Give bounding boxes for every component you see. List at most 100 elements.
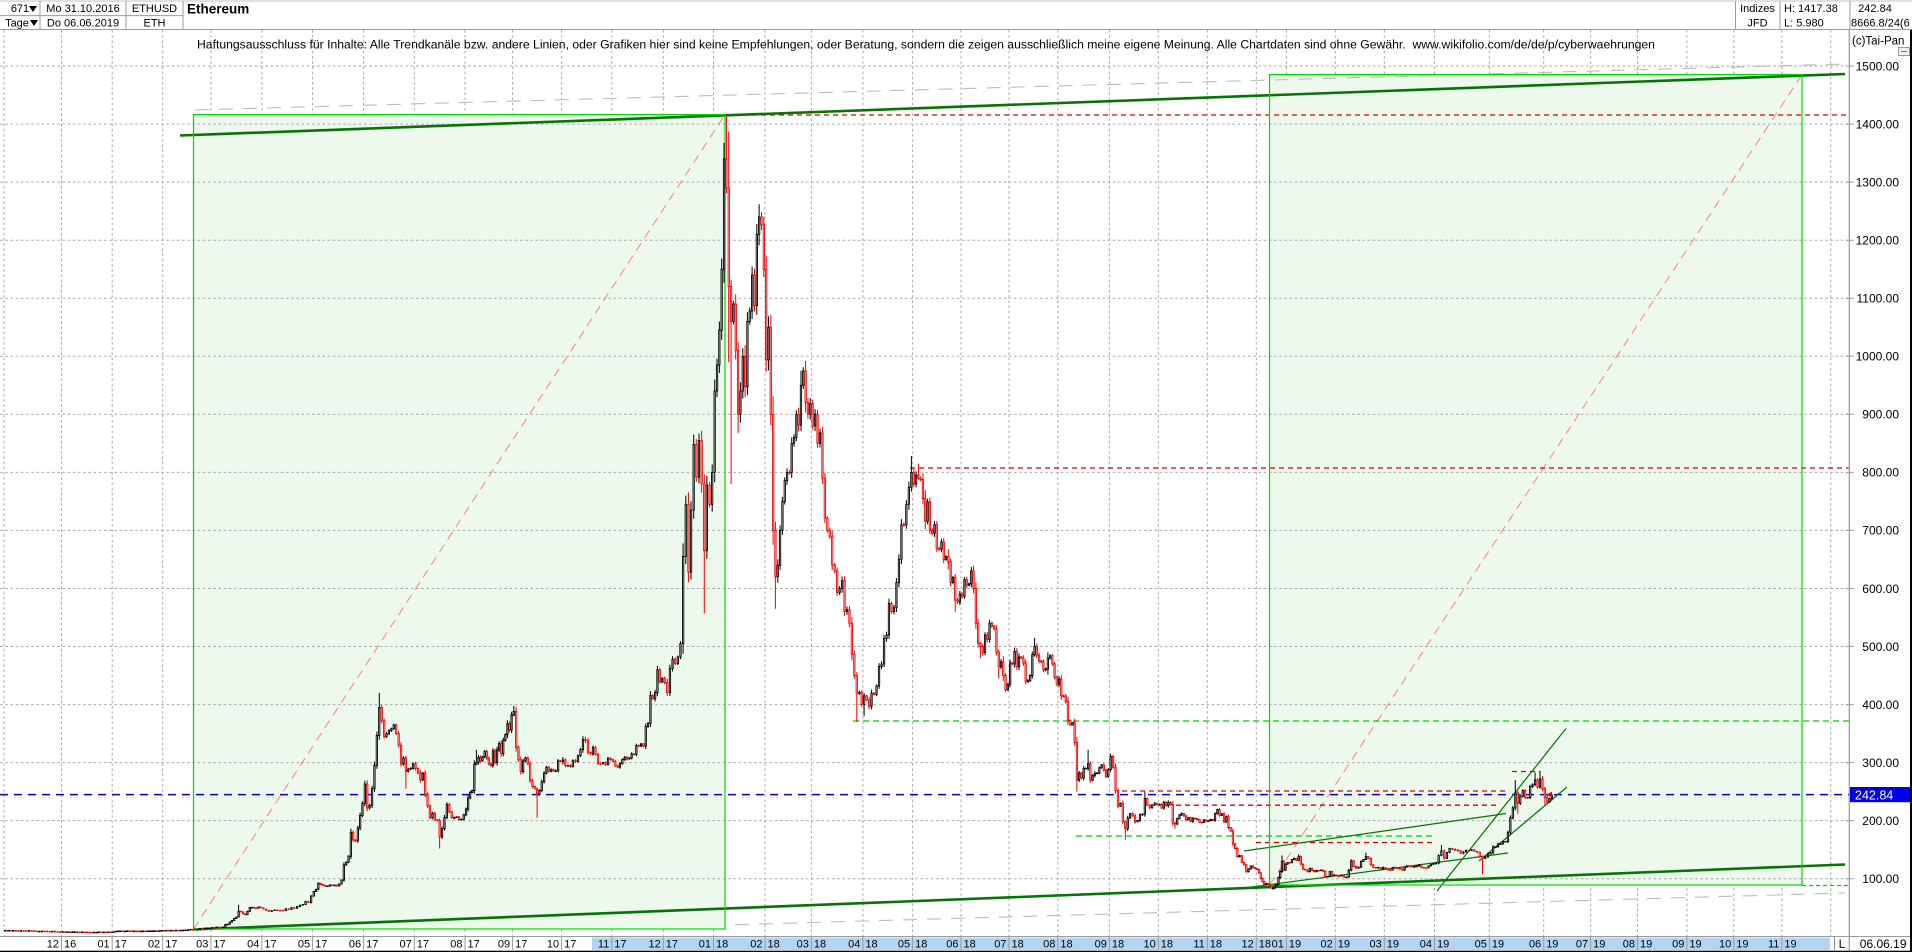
- svg-text:700.00: 700.00: [1862, 524, 1899, 538]
- svg-text:10: 10: [547, 939, 559, 951]
- svg-text:17: 17: [417, 939, 429, 951]
- svg-text:Mo 31.10.2016: Mo 31.10.2016: [46, 3, 119, 15]
- svg-text:06: 06: [946, 939, 958, 951]
- svg-text:02: 02: [1321, 939, 1333, 951]
- svg-text:500.00: 500.00: [1862, 640, 1899, 654]
- svg-text:02: 02: [148, 939, 160, 951]
- svg-text:06.06.19: 06.06.19: [1860, 937, 1907, 951]
- svg-text:17: 17: [468, 939, 480, 951]
- svg-text:19: 19: [1437, 939, 1449, 951]
- svg-text:18: 18: [1161, 939, 1173, 951]
- svg-text:100.00: 100.00: [1862, 872, 1899, 886]
- svg-text:1400.00: 1400.00: [1856, 117, 1900, 131]
- svg-text:06: 06: [349, 939, 361, 951]
- svg-text:671: 671: [11, 3, 29, 15]
- svg-text:05: 05: [298, 939, 310, 951]
- svg-text:06: 06: [1529, 939, 1541, 951]
- svg-text:H: 1417.38: H: 1417.38: [1784, 3, 1838, 15]
- svg-text:19: 19: [1546, 939, 1558, 951]
- svg-text:08: 08: [450, 939, 462, 951]
- svg-text:19: 19: [1689, 939, 1701, 951]
- svg-text:18: 18: [1012, 939, 1024, 951]
- svg-text:19: 19: [1289, 939, 1301, 951]
- svg-text:04: 04: [848, 939, 860, 951]
- svg-text:17: 17: [213, 939, 225, 951]
- svg-text:800.00: 800.00: [1862, 466, 1899, 480]
- svg-text:19: 19: [1736, 939, 1748, 951]
- svg-text:11: 11: [1193, 939, 1204, 951]
- svg-text:1000.00: 1000.00: [1856, 350, 1900, 364]
- svg-text:17: 17: [666, 939, 678, 951]
- svg-text:L: 5.980: L: 5.980: [1784, 18, 1824, 30]
- svg-text:17: 17: [315, 939, 327, 951]
- svg-text:07: 07: [400, 939, 412, 951]
- svg-text:1100.00: 1100.00: [1857, 292, 1900, 306]
- svg-text:02: 02: [750, 939, 762, 951]
- svg-text:1300.00: 1300.00: [1856, 175, 1900, 189]
- svg-text:Haftungsausschluss für Inhalte: Haftungsausschluss für Inhalte: Alle Tre…: [197, 38, 1655, 52]
- svg-text:18: 18: [768, 939, 780, 951]
- svg-text:ETHUSD: ETHUSD: [132, 3, 177, 15]
- svg-text:05: 05: [1475, 939, 1487, 951]
- svg-text:07: 07: [994, 939, 1006, 951]
- svg-text:08: 08: [1043, 939, 1055, 951]
- svg-text:19: 19: [1593, 939, 1605, 951]
- svg-text:08: 08: [1623, 939, 1635, 951]
- svg-text:03: 03: [797, 939, 809, 951]
- svg-text:Do 06.06.2019: Do 06.06.2019: [47, 18, 119, 30]
- svg-text:18: 18: [915, 939, 927, 951]
- svg-text:07: 07: [1576, 939, 1588, 951]
- svg-text:Ethereum: Ethereum: [187, 2, 249, 17]
- svg-text:04: 04: [1420, 939, 1432, 951]
- svg-text:242.84: 242.84: [1858, 3, 1892, 15]
- svg-text:8666.8/24(6: 8666.8/24(6: [1851, 18, 1910, 30]
- svg-text:01: 01: [699, 939, 711, 951]
- svg-text:19: 19: [1784, 939, 1796, 951]
- svg-text:200.00: 200.00: [1862, 814, 1899, 828]
- svg-text:17: 17: [115, 939, 127, 951]
- svg-text:17: 17: [564, 939, 576, 951]
- svg-text:19: 19: [1640, 939, 1652, 951]
- svg-text:05: 05: [898, 939, 910, 951]
- svg-text:1500.00: 1500.00: [1856, 59, 1900, 73]
- svg-text:ETH: ETH: [144, 18, 166, 30]
- svg-text:242.84: 242.84: [1855, 789, 1893, 803]
- svg-text:09: 09: [498, 939, 510, 951]
- svg-text:18: 18: [865, 939, 877, 951]
- svg-text:16: 16: [64, 939, 76, 951]
- svg-text:17: 17: [614, 939, 626, 951]
- svg-text:12: 12: [1242, 939, 1254, 951]
- svg-text:17: 17: [165, 939, 177, 951]
- svg-text:(c)Tai-Pan: (c)Tai-Pan: [1852, 36, 1904, 48]
- svg-text:19: 19: [1387, 939, 1399, 951]
- svg-text:Indizes: Indizes: [1740, 3, 1775, 15]
- svg-text:19: 19: [1338, 939, 1350, 951]
- svg-text:01: 01: [1272, 939, 1284, 951]
- svg-text:11: 11: [1768, 939, 1779, 951]
- svg-text:18: 18: [1210, 939, 1222, 951]
- svg-text:17: 17: [515, 939, 527, 951]
- svg-text:09: 09: [1095, 939, 1107, 951]
- svg-text:18: 18: [1112, 939, 1124, 951]
- svg-text:900.00: 900.00: [1862, 408, 1899, 422]
- svg-text:18: 18: [716, 939, 728, 951]
- svg-text:600.00: 600.00: [1862, 582, 1899, 596]
- svg-text:18: 18: [814, 939, 826, 951]
- svg-text:10: 10: [1719, 939, 1731, 951]
- svg-text:400.00: 400.00: [1862, 698, 1899, 712]
- svg-text:JFD: JFD: [1747, 18, 1767, 30]
- svg-text:01: 01: [97, 939, 109, 951]
- svg-text:L: L: [1839, 937, 1846, 951]
- svg-text:18: 18: [1259, 939, 1271, 951]
- svg-text:03: 03: [196, 939, 208, 951]
- svg-text:03: 03: [1370, 939, 1382, 951]
- svg-text:12: 12: [47, 939, 59, 951]
- svg-text:Tage: Tage: [5, 18, 29, 30]
- svg-text:09: 09: [1672, 939, 1684, 951]
- svg-text:10: 10: [1144, 939, 1156, 951]
- svg-text:12: 12: [649, 939, 661, 951]
- svg-text:1200.00: 1200.00: [1856, 234, 1900, 248]
- svg-text:19: 19: [1492, 939, 1504, 951]
- svg-text:04: 04: [247, 939, 259, 951]
- svg-text:17: 17: [366, 939, 378, 951]
